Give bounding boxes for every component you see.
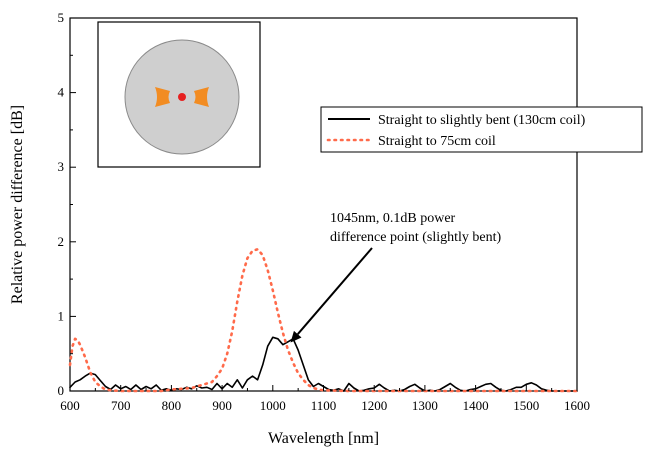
legend-label-1: Straight to 75cm coil: [378, 134, 496, 149]
x-tick-label: 800: [162, 398, 182, 413]
x-tick-label: 600: [60, 398, 80, 413]
x-tick-label: 1100: [311, 398, 337, 413]
series-line-1: [68, 248, 579, 393]
stress-rod-right: [194, 87, 209, 107]
x-tick-label: 1300: [412, 398, 438, 413]
x-tick-label: 1500: [513, 398, 539, 413]
x-axis-title: Wavelength [nm]: [268, 430, 379, 447]
x-tick-label: 1200: [361, 398, 387, 413]
legend-box: [320, 106, 643, 153]
legend-label-0: Straight to slightly bent (130cm coil): [378, 113, 586, 128]
annotation-arrow: [296, 247, 373, 335]
fiber-cross-section-inset: [97, 21, 261, 168]
stress-rod-left: [155, 87, 170, 107]
y-tick-label: 2: [58, 234, 65, 249]
annotation-arrowhead: [290, 330, 302, 343]
y-tick-label: 1: [58, 308, 65, 323]
x-tick-label: 700: [111, 398, 131, 413]
y-tick-label: 0: [58, 383, 65, 398]
y-tick-label: 3: [58, 159, 65, 174]
annotation-line-1: 1045nm, 0.1dB power: [330, 211, 456, 226]
y-axis-title: Relative power difference [dB]: [9, 105, 26, 304]
annotation-line-2: difference point (slightly bent): [330, 230, 502, 245]
x-tick-label: 1600: [564, 398, 590, 413]
annotation: 1045nm, 0.1dB power difference point (sl…: [290, 211, 502, 343]
x-tick-label: 1400: [463, 398, 489, 413]
fiber-core: [178, 93, 186, 101]
legend: Straight to slightly bent (130cm coil) S…: [320, 106, 643, 153]
axis-ticks: 600 700 800 900 1000 1100 1200 1300 1400 1500 1600…: [58, 10, 591, 413]
y-tick-label: 4: [58, 85, 65, 100]
x-tick-label: 900: [212, 398, 232, 413]
y-tick-label: 5: [58, 10, 65, 25]
x-tick-label: 1000: [260, 398, 286, 413]
